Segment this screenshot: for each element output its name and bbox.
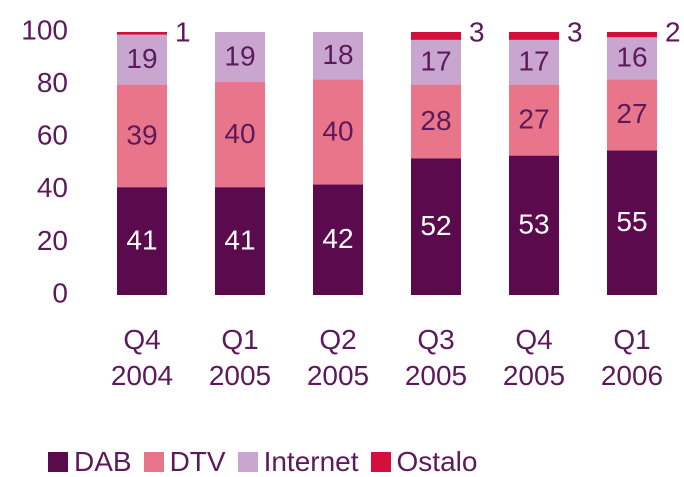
bar-segment <box>215 81 265 188</box>
value-label: 18 <box>322 39 353 70</box>
bar-segment <box>509 155 559 295</box>
legend-label: Internet <box>263 446 359 477</box>
x-tick-label: Q4 2005 <box>502 324 566 391</box>
bar-segment <box>313 32 363 80</box>
legend-label: DAB <box>74 446 132 477</box>
bar-segment <box>313 184 363 295</box>
value-label: 19 <box>126 43 157 74</box>
value-label: 40 <box>322 115 353 146</box>
y-tick-label: 60 <box>37 120 68 151</box>
value-label: 17 <box>420 46 451 77</box>
value-label: 27 <box>616 98 647 129</box>
bar-segment <box>117 32 167 35</box>
bar-segment <box>607 79 657 151</box>
bar-segment <box>411 32 461 40</box>
bar-segment <box>117 84 167 188</box>
legend-swatch <box>370 452 391 472</box>
x-tick-label: Q1 2006 <box>600 324 664 391</box>
bar-segment <box>117 34 167 85</box>
value-label: 19 <box>224 40 255 71</box>
legend-swatch <box>48 452 68 472</box>
value-label: 40 <box>224 118 255 149</box>
bar-segment <box>215 187 265 295</box>
value-label: 52 <box>420 210 451 241</box>
plot: 0 20 40 60 80 100 41 39 19 1 41 40 19 42 40 18 52 28 17 3 53… <box>21 14 681 308</box>
legend-item: DAB <box>48 446 132 477</box>
value-label: 2 <box>665 16 681 47</box>
bar-segment <box>117 187 167 295</box>
legend-item: Internet <box>237 446 359 477</box>
y-tick-label: 80 <box>37 67 68 98</box>
legend-swatch <box>143 452 164 472</box>
y-tick-label: 20 <box>37 225 68 256</box>
y-tick-label: 100 <box>21 14 68 45</box>
bar-segment <box>313 79 363 185</box>
legend-item: Ostalo <box>370 446 478 477</box>
y-tick-label: 0 <box>52 277 68 308</box>
value-label: 42 <box>322 223 353 254</box>
bar-segment <box>215 32 265 82</box>
bar-segment <box>607 32 657 38</box>
x-tick-label: Q3 2005 <box>404 324 468 391</box>
bar-segment <box>411 158 461 295</box>
bar-segment <box>411 84 461 159</box>
legend: DAB DTV Internet Ostalo <box>48 446 489 477</box>
x-tick-label: Q1 2005 <box>208 324 272 391</box>
value-label: 41 <box>224 224 255 255</box>
value-label: 53 <box>518 209 549 240</box>
value-label: 55 <box>616 206 647 237</box>
value-label: 3 <box>567 16 583 47</box>
legend-item: DTV <box>143 446 226 477</box>
value-label: 1 <box>175 16 191 47</box>
value-label: 17 <box>518 46 549 77</box>
x-tick-label: Q2 2005 <box>306 324 370 391</box>
value-label: 28 <box>420 105 451 136</box>
value-label: 16 <box>616 42 647 73</box>
legend-label: Ostalo <box>396 446 478 477</box>
legend-label: DTV <box>169 446 226 477</box>
value-label: 39 <box>126 119 157 150</box>
value-label: 41 <box>126 224 157 255</box>
legend-swatch <box>237 452 258 472</box>
bar-segment <box>509 32 559 40</box>
bar-segment <box>607 37 657 80</box>
value-label: 27 <box>518 103 549 134</box>
y-tick-label: 40 <box>37 172 68 203</box>
bar-segment <box>509 84 559 156</box>
value-label: 3 <box>469 16 485 47</box>
bar-segment <box>607 150 657 295</box>
bar-segment <box>411 39 461 85</box>
x-tick-label: Q4 2004 <box>110 324 174 391</box>
bar-segment <box>509 39 559 85</box>
